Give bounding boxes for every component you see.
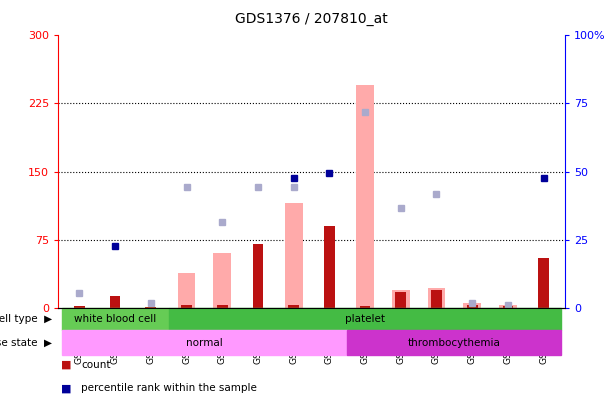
Bar	[356, 85, 374, 308]
Bar	[178, 273, 195, 308]
Bar	[213, 254, 231, 308]
Bar	[61, 330, 347, 355]
Bar	[181, 305, 192, 308]
Text: GDS1376 / 207810_at: GDS1376 / 207810_at	[235, 12, 388, 26]
Bar	[285, 203, 303, 308]
Bar	[288, 305, 299, 308]
Bar	[217, 305, 227, 308]
Bar	[74, 306, 85, 308]
Text: ■: ■	[61, 384, 72, 394]
Bar	[168, 308, 561, 330]
Bar	[427, 288, 446, 308]
Bar	[467, 305, 477, 308]
Bar	[324, 226, 335, 308]
Bar	[360, 306, 370, 308]
Bar	[395, 292, 406, 308]
Bar	[538, 258, 549, 308]
Bar	[145, 307, 156, 308]
Text: disease state  ▶: disease state ▶	[0, 337, 52, 347]
Text: cell type  ▶: cell type ▶	[0, 314, 52, 324]
Bar	[503, 306, 513, 308]
Bar	[61, 308, 168, 330]
Bar	[110, 296, 120, 308]
Bar	[463, 303, 481, 308]
Text: white blood cell: white blood cell	[74, 314, 156, 324]
Text: thrombocythemia: thrombocythemia	[408, 337, 501, 347]
Bar	[347, 330, 561, 355]
Bar	[392, 290, 410, 308]
Text: normal: normal	[186, 337, 223, 347]
Bar	[499, 305, 517, 308]
Bar	[431, 290, 442, 308]
Bar	[252, 244, 263, 308]
Text: count: count	[81, 360, 111, 370]
Text: platelet: platelet	[345, 314, 385, 324]
Text: percentile rank within the sample: percentile rank within the sample	[81, 384, 257, 394]
Text: ■: ■	[61, 360, 72, 370]
